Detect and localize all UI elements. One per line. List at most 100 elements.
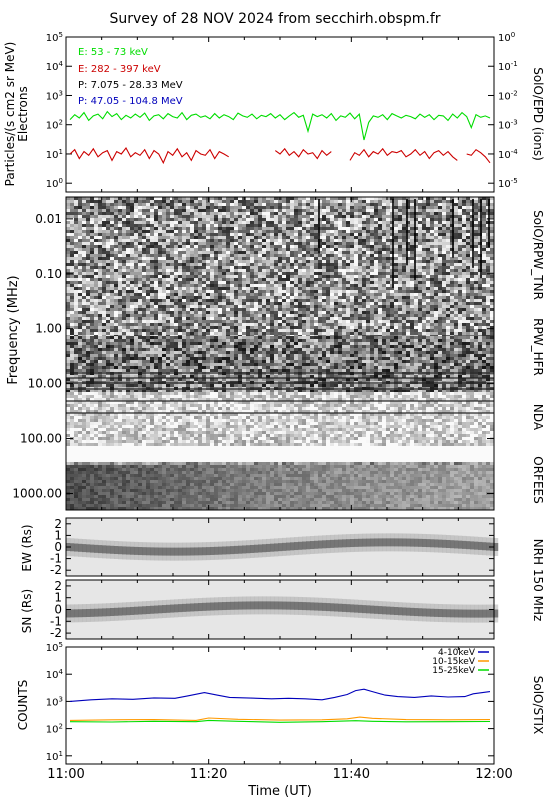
spectrogram-cell [298, 299, 302, 302]
spectrogram-cell [466, 221, 470, 224]
spectrogram-cell [366, 287, 370, 290]
spectrogram-cell [470, 275, 474, 278]
spectrogram-cell [418, 287, 422, 290]
spectrogram-cell [118, 200, 122, 203]
spectrogram-cell [138, 209, 142, 212]
spectrogram-cell [422, 218, 426, 221]
spectrogram-cell [150, 236, 154, 239]
spectrogram-cell [406, 305, 410, 308]
spectrogram-cell [306, 206, 310, 209]
spectrogram-cell [146, 227, 150, 230]
spectrogram-cell [362, 200, 366, 203]
spectrogram-cell [466, 332, 470, 335]
spectrogram-cell [290, 215, 294, 218]
spectrogram-cell [242, 284, 246, 287]
spectrogram-cell [234, 293, 238, 296]
spectrogram-cell [194, 230, 198, 233]
spectrogram-cell [442, 206, 446, 209]
spectrogram-cell [310, 281, 314, 284]
spectrogram-cell [374, 299, 378, 302]
spectrogram-cell [234, 323, 238, 326]
spectrogram-cell [102, 329, 106, 332]
spectrogram-cell [222, 236, 226, 239]
spectrogram-cell [382, 239, 386, 242]
spectrogram-cell [194, 197, 198, 200]
spectrogram-cell [350, 323, 354, 326]
spectrogram-cell [118, 227, 122, 230]
spectrogram-cell [166, 257, 170, 260]
spectrogram-cell [298, 296, 302, 299]
spectrogram-cell [254, 254, 258, 257]
spectrogram-cell [230, 293, 234, 296]
spectrogram-cell [422, 230, 426, 233]
spectrogram-cell [90, 320, 94, 323]
spectrogram-cell [198, 275, 202, 278]
spectrogram-cell [426, 308, 430, 311]
spectrogram-cell [474, 296, 478, 299]
spectrogram-cell [110, 269, 114, 272]
spectrogram-cell [162, 260, 166, 263]
spectrogram-cell [334, 257, 338, 260]
spectrogram-cell [386, 287, 390, 290]
spectrogram-cell [198, 224, 202, 227]
spectrogram-cell [146, 200, 150, 203]
spectrogram-cell [418, 197, 422, 200]
spectrogram-cell [70, 251, 74, 254]
spectrogram-cell [330, 284, 334, 287]
spectrogram-cell [198, 242, 202, 245]
spectrogram-cell [410, 305, 414, 308]
spectrogram-cell [250, 329, 254, 332]
spectrogram-cell [270, 209, 274, 212]
spectrogram-cell [406, 275, 410, 278]
spectrogram-cell [106, 257, 110, 260]
spectrogram-cell [126, 308, 130, 311]
spectrogram-cell [238, 302, 242, 305]
spectrogram-cell [298, 308, 302, 311]
spectrogram-cell [294, 206, 298, 209]
spectrogram-cell [170, 230, 174, 233]
spectrogram-cell [402, 290, 406, 293]
spectrogram-cell [482, 257, 486, 260]
spectrogram-cell [178, 209, 182, 212]
spectrogram-cell [234, 248, 238, 251]
spectrogram-cell [98, 272, 102, 275]
spectrogram-cell [118, 320, 122, 323]
spectrogram-cell [274, 293, 278, 296]
spectrogram-cell [350, 221, 354, 224]
spectrogram-cell [322, 257, 326, 260]
spectrogram-cell [130, 323, 134, 326]
spectrogram-cell [202, 260, 206, 263]
spectrogram-cell [114, 323, 118, 326]
epd-ylabel-electrons: Electrons [16, 86, 30, 141]
spectrogram-cell [402, 278, 406, 281]
spectrogram-cell [422, 284, 426, 287]
spectrogram-cell [326, 257, 330, 260]
spectrogram-cell [222, 308, 226, 311]
spectrogram-cell [482, 314, 486, 317]
spectrogram-cell [322, 197, 326, 200]
spectrogram-cell [314, 236, 318, 239]
spectrogram-cell [430, 290, 434, 293]
spectrogram-cell [422, 269, 426, 272]
spectrogram-cell [362, 305, 366, 308]
spectrogram-cell [246, 287, 250, 290]
spectrogram-cell [350, 209, 354, 212]
spectrogram-cell [170, 200, 174, 203]
spectrogram-cell [250, 305, 254, 308]
spectrogram-cell [442, 260, 446, 263]
spectrogram-cell [482, 302, 486, 305]
spectrogram-cell [90, 284, 94, 287]
spectrogram-cell [422, 236, 426, 239]
spectrogram-cell [250, 233, 254, 236]
spectrogram-cell [246, 242, 250, 245]
spectrogram-cell [454, 212, 458, 215]
spectrogram-cell [246, 254, 250, 257]
spectrogram-cell [466, 293, 470, 296]
spectrogram-cell [214, 248, 218, 251]
spectrogram-cell [154, 254, 158, 257]
spectrogram-cell [202, 203, 206, 206]
spectrogram-cell [354, 290, 358, 293]
spectrogram-cell [274, 218, 278, 221]
spectrogram-cell [286, 206, 290, 209]
spectrogram-cell [258, 218, 262, 221]
